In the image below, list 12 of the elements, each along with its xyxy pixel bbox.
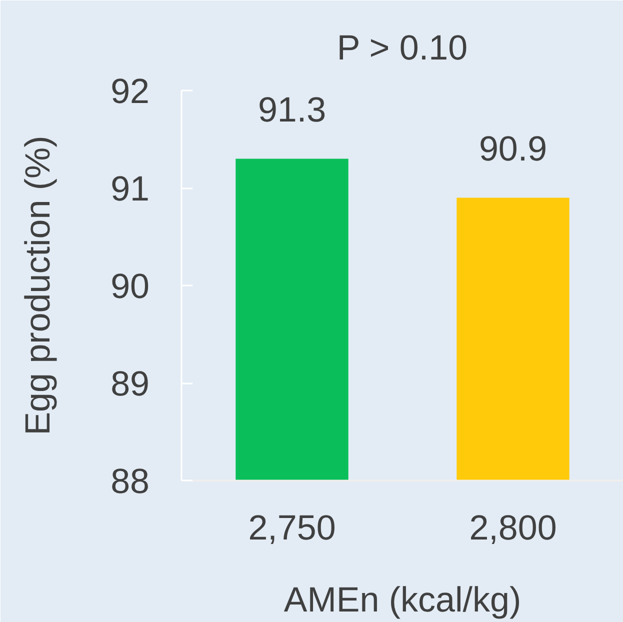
- data-label: 91.3: [258, 90, 326, 130]
- y-tick-label: 90: [110, 267, 150, 306]
- data-label: 90.9: [478, 129, 548, 168]
- x-tick-label: 2,750: [248, 508, 336, 548]
- x-axis-title: AMEn (kcal/kg): [284, 580, 522, 620]
- y-tick-label: 91: [110, 170, 150, 208]
- y-tick-label: 88: [110, 462, 150, 501]
- x-tick-label: 2,800: [469, 508, 557, 548]
- y-axis-title: Egg production (%): [18, 136, 58, 436]
- y-tick-label: 89: [110, 364, 150, 404]
- y-tick-label: 92: [110, 72, 150, 111]
- chart-title: P > 0.10: [336, 28, 468, 68]
